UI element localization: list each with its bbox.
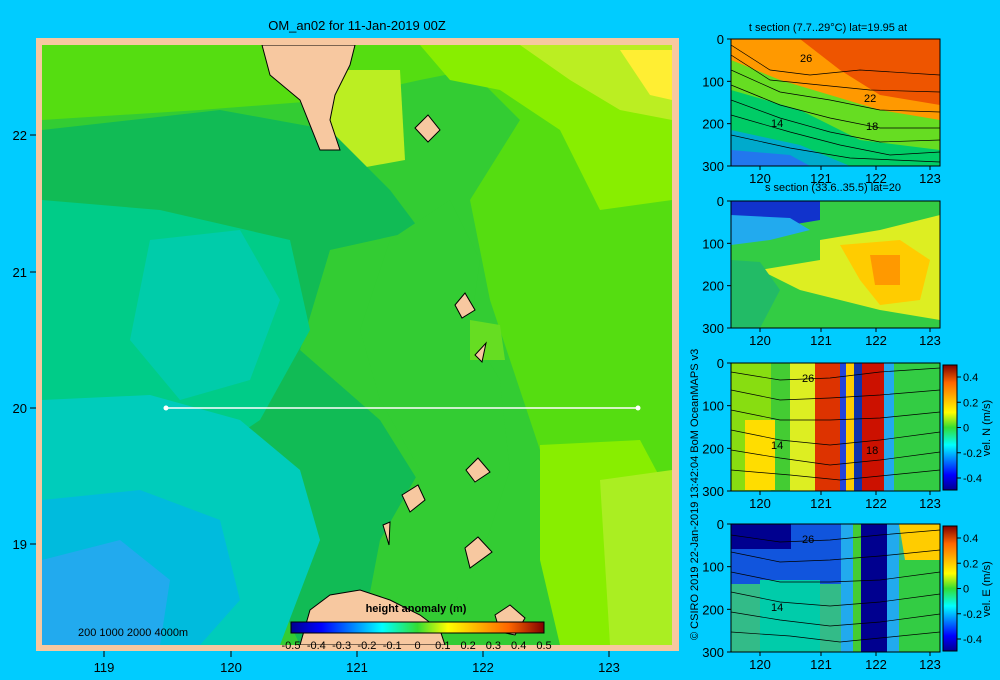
section-y-tick-label: 200	[702, 279, 724, 294]
colorbar-tick-label: 0.1	[435, 640, 450, 652]
section-y-tick-label: 300	[702, 645, 724, 660]
section-y-tick-label: 0	[717, 517, 724, 532]
colorbar-tick-label: 0	[414, 640, 420, 652]
map-x-tick-label: 122	[472, 660, 494, 675]
vel-colorbar-tick-label: 0.4	[963, 533, 978, 545]
vn-contour-label: 26	[802, 373, 814, 385]
map-y-tick-label: 20	[13, 401, 27, 416]
section-y-tick-label: 300	[702, 484, 724, 499]
map-field	[42, 45, 672, 645]
section-x-tick-label: 122	[865, 171, 887, 186]
section-y-tick-label: 100	[702, 236, 724, 251]
vel-colorbar-tick-label: 0.4	[963, 372, 978, 384]
section-y-tick-label: 100	[702, 399, 724, 414]
section-y-tick-label: 100	[702, 74, 724, 89]
section-y-tick-label: 100	[702, 560, 724, 575]
section-x-tick-label: 123	[919, 333, 941, 348]
map-x-tick-label: 119	[94, 660, 115, 675]
credit-text: © CSIRO 2019 22-Jan-2019 13:42:04 BoM Oc…	[689, 349, 701, 640]
vel-colorbar-tick-label: -0.2	[963, 609, 982, 621]
ve-contour-label: 14	[771, 602, 783, 614]
ve-colorbar-ticks: 0.4 0.2 0 -0.2 -0.4	[957, 533, 982, 646]
vn-colorbar	[942, 364, 958, 491]
vel-colorbar-tick-label: -0.4	[963, 473, 982, 485]
s-section-field	[731, 201, 940, 328]
section-x-tick-label: 120	[749, 657, 771, 672]
section-x-tick-label: 121	[810, 657, 832, 672]
map-x-tick-label: 123	[598, 660, 620, 675]
section-x-tick-label: 120	[749, 496, 771, 511]
colorbar-title: height anomaly (m)	[366, 603, 467, 615]
section-x-tick-label: 122	[865, 657, 887, 672]
section-x-tick-label: 123	[919, 496, 941, 511]
t-section-field	[731, 39, 940, 166]
depth-legend: 200 1000 2000 4000m	[78, 627, 188, 639]
t-contour-label: 26	[800, 53, 812, 65]
vn-section-field	[731, 363, 940, 491]
section-y-tick-label: 300	[702, 159, 724, 174]
vn-colorbar-ticks: 0.4 0.2 0 -0.2 -0.4	[957, 372, 982, 485]
vel-colorbar-tick-label: 0	[963, 423, 969, 435]
section-x-tick-label: 120	[749, 171, 771, 186]
section-x-tick-label: 121	[810, 171, 832, 186]
colorbar-tick-label: -0.2	[357, 640, 376, 652]
s-section-title: s section (33.6..35.5) lat=20	[765, 182, 901, 194]
section-x-tick-label: 123	[919, 657, 941, 672]
ve-section-axes: 120 121 122 123 0 100 200 300	[702, 517, 941, 672]
colorbar-tick-label: -0.5	[282, 640, 301, 652]
section-x-tick-label: 121	[810, 333, 832, 348]
t-contour-label: 18	[866, 121, 878, 133]
colorbar-tick-label: 0.2	[460, 640, 475, 652]
vel-colorbar-tick-label: 0	[963, 584, 969, 596]
colorbar-tick-label: 0.4	[511, 640, 526, 652]
map-y-tick-label: 19	[13, 537, 27, 552]
ve-colorbar	[942, 525, 958, 652]
section-x-tick-label: 122	[865, 333, 887, 348]
ve-contour-label: 26	[802, 534, 814, 546]
section-x-tick-label: 120	[749, 333, 771, 348]
t-section-axes: 120 121 122 123 0 100 200 300	[702, 32, 941, 186]
vel-colorbar-tick-label: 0.2	[963, 558, 978, 570]
colorbar-tick-label: -0.4	[307, 640, 326, 652]
s-section-axes: 120 121 122 123 0 100 200 300	[702, 194, 941, 348]
section-y-tick-label: 200	[702, 117, 724, 132]
map-title: OM_an02 for 11-Jan-2019 00Z	[268, 18, 446, 33]
vn-colorbar-label: vel. N (m/s)	[981, 400, 993, 456]
vel-colorbar-tick-label: -0.4	[963, 634, 982, 646]
section-y-tick-label: 300	[702, 321, 724, 336]
t-section-title: t section (7.7..29°C) lat=19.95 at	[749, 22, 907, 34]
map-axes: 119 120 121 122 123 22 21 20 19	[13, 128, 620, 675]
colorbar-tick-label: -0.1	[383, 640, 402, 652]
section-x-tick-label: 122	[865, 496, 887, 511]
section-y-tick-label: 0	[717, 356, 724, 371]
map-x-tick-label: 120	[220, 660, 242, 675]
map-y-tick-label: 22	[13, 128, 27, 143]
section-y-tick-label: 0	[717, 194, 724, 209]
ve-colorbar-label: vel. E (m/s)	[981, 561, 993, 617]
vn-contour-label: 18	[866, 445, 878, 457]
map-x-tick-label: 121	[346, 660, 368, 675]
section-y-tick-label: 0	[717, 32, 724, 47]
height-colorbar	[290, 621, 545, 634]
vn-section-axes: 120 121 122 123 0 100 200 300	[702, 356, 941, 511]
t-contour-label: 14	[771, 118, 783, 130]
colorbar-tick-label: -0.3	[332, 640, 351, 652]
section-y-tick-label: 200	[702, 441, 724, 456]
ve-section-field	[731, 524, 940, 652]
vel-colorbar-tick-label: 0.2	[963, 397, 978, 409]
colorbar-tick-label: 0.5	[536, 640, 551, 652]
t-contour-label: 22	[864, 93, 876, 105]
vel-colorbar-tick-label: -0.2	[963, 448, 982, 460]
section-y-tick-label: 200	[702, 602, 724, 617]
section-x-tick-label: 121	[810, 496, 832, 511]
vn-contour-label: 14	[771, 440, 783, 452]
section-x-tick-label: 123	[919, 171, 941, 186]
colorbar-labels: -0.5 -0.4 -0.3 -0.2 -0.1 0 0.1 0.2 0.3 0.4 0.5	[282, 640, 552, 652]
colorbar-tick-label: 0.3	[486, 640, 501, 652]
map-y-tick-label: 21	[13, 265, 27, 280]
